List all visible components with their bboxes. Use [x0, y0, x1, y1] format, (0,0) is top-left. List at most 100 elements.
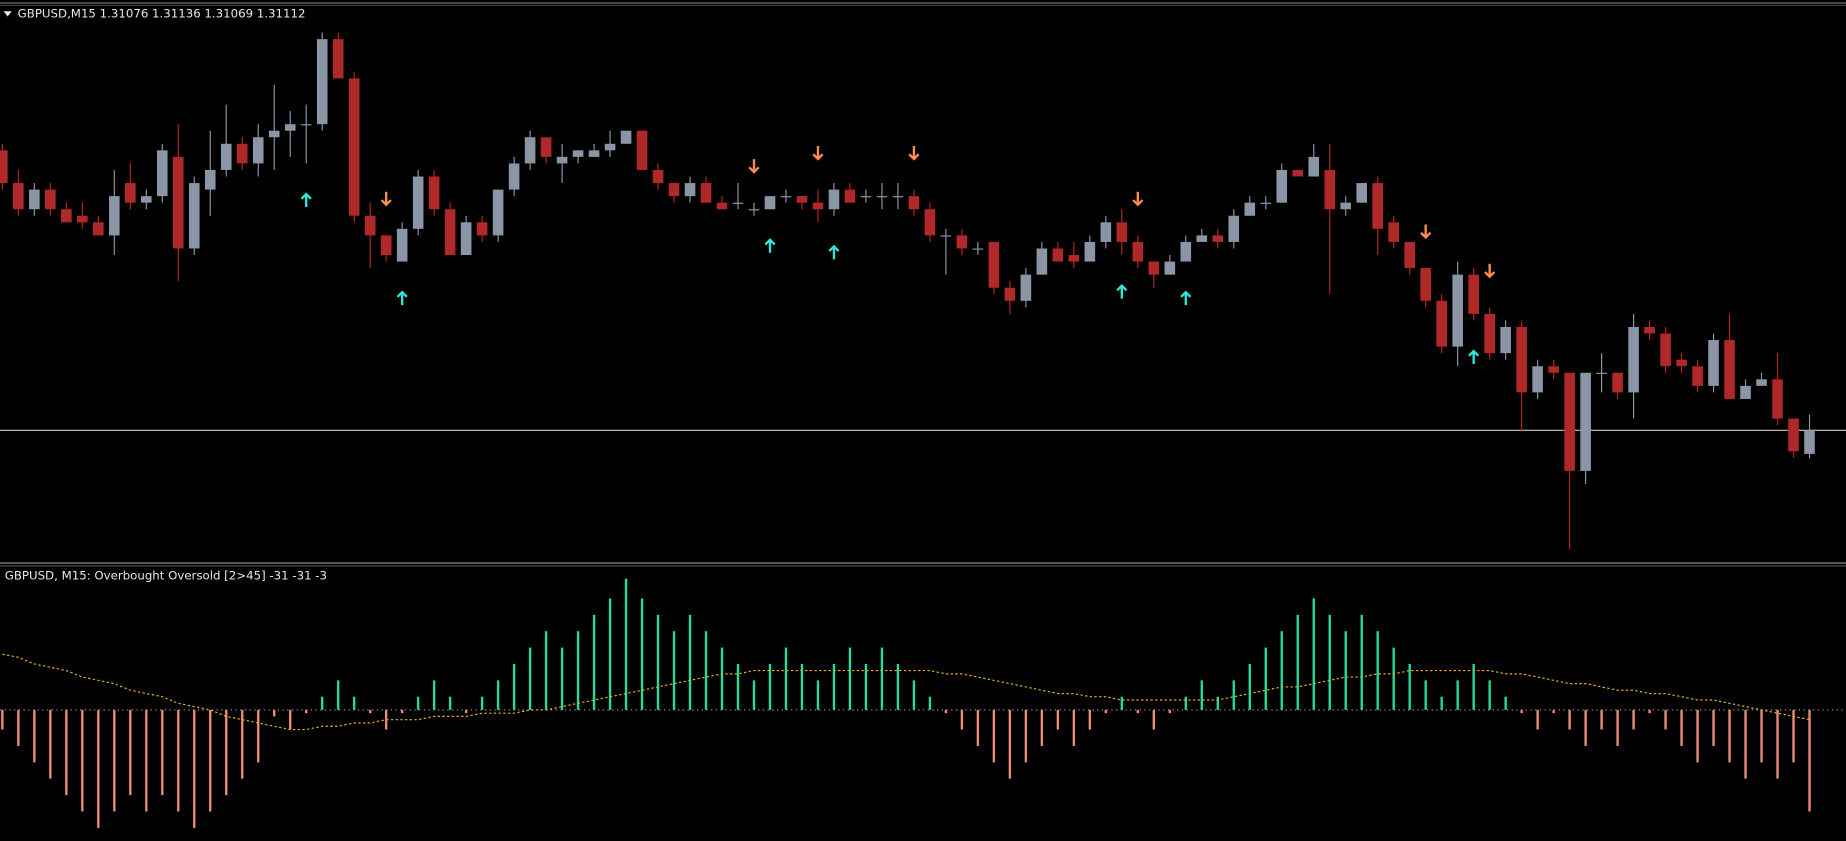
- candle-body: [1436, 300, 1447, 347]
- candle-body: [732, 202, 744, 204]
- candle-body: [1660, 333, 1671, 367]
- candle-body: [220, 143, 232, 170]
- sell-arrow: [1484, 263, 1496, 279]
- candle-body: [1036, 248, 1048, 275]
- histogram-bar: [1792, 709, 1795, 763]
- histogram-bar: [1632, 709, 1635, 730]
- histogram-bar: [81, 709, 84, 812]
- histogram-bar: [800, 663, 804, 710]
- histogram-bar: [1568, 709, 1571, 730]
- histogram-bar: [1312, 598, 1315, 710]
- histogram-bar: [1696, 709, 1699, 763]
- candle-body: [1388, 222, 1399, 242]
- histogram-bar: [1008, 709, 1012, 779]
- candle-body: [140, 196, 152, 203]
- candle-body: [556, 156, 568, 164]
- histogram-bar: [992, 709, 996, 763]
- histogram-bar: [1584, 709, 1587, 746]
- histogram-bar: [576, 631, 580, 710]
- sell-arrow: [1420, 224, 1432, 240]
- sell-arrow: [908, 146, 920, 161]
- arrow-shape: [908, 146, 920, 161]
- histogram-bar: [1344, 631, 1347, 710]
- histogram-bar: [225, 709, 228, 796]
- histogram-bar: [1296, 614, 1299, 710]
- candle-body: [796, 196, 808, 203]
- histogram-bar: [416, 696, 420, 710]
- candle-body: [109, 196, 120, 236]
- histogram-bar: [1552, 709, 1555, 714]
- histogram-bar: [273, 709, 276, 717]
- histogram-bar: [1424, 680, 1427, 710]
- histogram-bar: [784, 647, 788, 710]
- candle-body: [1484, 313, 1495, 354]
- histogram-bar: [1808, 709, 1811, 812]
- histogram-bar: [1232, 680, 1235, 710]
- histogram-bar: [161, 709, 164, 796]
- arrow-shape: [300, 192, 312, 208]
- candle-body: [1548, 366, 1559, 373]
- buy-arrow: [828, 244, 840, 260]
- histogram-bar: [1680, 709, 1683, 746]
- candle-body: [1404, 241, 1415, 269]
- candle-body: [572, 150, 584, 157]
- candle-body: [908, 196, 920, 210]
- histogram-bar: [1280, 631, 1283, 710]
- candle-body: [636, 130, 648, 170]
- candle-body: [1596, 372, 1607, 374]
- candle-body: [988, 241, 1000, 288]
- histogram-bar: [464, 709, 468, 714]
- histogram-bar: [944, 709, 948, 714]
- histogram-bar: [193, 709, 196, 828]
- histogram-bar: [1392, 647, 1395, 710]
- histogram-bar: [113, 709, 116, 812]
- histogram-bar: [1264, 647, 1267, 710]
- histogram-bar: [880, 647, 884, 710]
- arrow-shape: [1132, 191, 1144, 207]
- candle-body: [844, 189, 856, 203]
- candle-body: [364, 215, 376, 236]
- candle-body: [77, 215, 88, 223]
- histogram-bar: [241, 709, 244, 779]
- candle-body: [1532, 366, 1543, 393]
- candle-body: [524, 137, 536, 164]
- histogram-bar: [1040, 709, 1044, 746]
- candle-body: [940, 235, 952, 237]
- histogram-bar: [1248, 663, 1251, 710]
- candle-body: [188, 183, 200, 249]
- candle-body: [748, 209, 760, 211]
- histogram-bar: [289, 709, 292, 730]
- candle-body: [1500, 326, 1511, 354]
- candle-body: [1580, 372, 1591, 471]
- buy-arrow: [1180, 290, 1192, 306]
- histogram-bar: [544, 631, 548, 710]
- histogram-bar: [1728, 709, 1731, 763]
- candle-body: [300, 124, 312, 126]
- candle-body: [1068, 255, 1080, 262]
- histogram-bar: [704, 631, 708, 710]
- arrow-shape: [396, 290, 408, 306]
- histogram-bar: [896, 663, 900, 710]
- candle-body: [924, 209, 936, 236]
- candle-body: [780, 196, 792, 198]
- candle-body: [1180, 241, 1192, 262]
- collapse-toggle[interactable]: [3, 11, 12, 17]
- histogram-bar: [512, 663, 516, 710]
- histogram-bar: [560, 647, 564, 710]
- candle-body: [812, 202, 824, 210]
- candle-body: [1084, 241, 1096, 262]
- histogram-bar: [1520, 709, 1523, 714]
- candle-body: [1212, 235, 1224, 242]
- histogram-bar: [369, 709, 372, 714]
- candle-body: [604, 143, 616, 151]
- sell-arrow: [1132, 191, 1144, 207]
- candle-body: [668, 183, 680, 197]
- candle-body: [13, 183, 24, 210]
- signal-line: [2, 653, 1810, 731]
- candle-body: [492, 189, 504, 236]
- histogram-bar: [1168, 709, 1171, 714]
- candle-body: [332, 39, 344, 79]
- histogram-bar: [848, 647, 852, 710]
- histogram-bar: [321, 696, 324, 710]
- arrow-shape: [812, 146, 824, 161]
